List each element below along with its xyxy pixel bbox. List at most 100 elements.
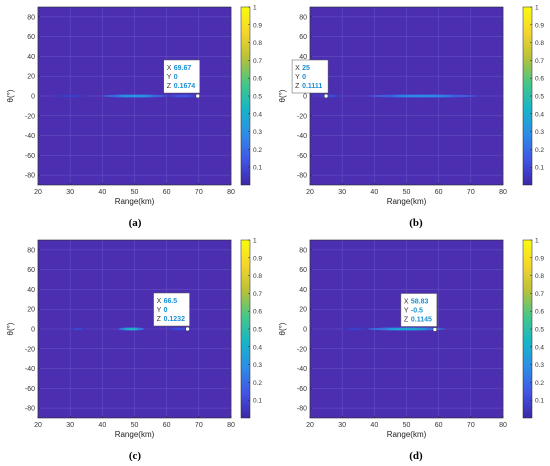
colorbar-tick-label: 0.8 [535,40,544,47]
y-tick-label: -80 [25,173,35,180]
panel-b: 20304050607080806040200-20-40-60-80Range… [278,5,544,230]
datatip-x-value: 69.67 [174,65,192,72]
colorbar-tick-label: 0.6 [535,309,544,316]
colorbar-tick-label: 0.7 [535,58,544,65]
heatmap-band-core [73,328,83,330]
y-tick-label: -80 [297,173,307,180]
datatip-marker [432,327,438,332]
x-tick-label: 30 [66,422,74,429]
colorbar-tick-label: 0.6 [535,76,544,83]
colorbar-tick-label: 0.2 [253,147,262,154]
colorbar-tick-label: 0.2 [535,380,544,387]
datatip-y-value: 0 [302,74,306,81]
colorbar-tick-label: 0.6 [253,76,262,83]
colorbar-tick-label: 0.5 [253,327,262,334]
y-tick-label: -40 [297,366,307,373]
y-tick-label: 0 [31,94,35,101]
colorbar-tick-label: 0.8 [253,273,262,280]
colorbar-tick-label: 0.4 [535,111,544,118]
datatip-y-label: Y [295,74,300,81]
y-tick-label: 60 [27,267,35,274]
y-axis-label: θ(°) [6,89,15,102]
datatip-z-value: 0.1674 [174,83,196,90]
x-tick-label: 20 [306,422,314,429]
y-tick-label: 40 [27,287,35,294]
x-tick-label: 60 [163,189,171,196]
y-tick-label: 0 [303,94,307,101]
y-tick-label: -40 [25,366,35,373]
colorbar-tick-label: 0.3 [535,362,544,369]
colorbar-tick-label: 0.1 [253,165,262,172]
datatip-box [291,59,329,94]
y-tick-label: 0 [31,327,35,334]
datatip-x-label: X [295,65,300,72]
y-tick-label: -20 [25,346,35,353]
y-axis-label: θ(°) [278,89,287,102]
y-tick-label: -60 [297,386,307,393]
x-axis-label: Range(km) [115,430,155,439]
y-tick-label: 60 [27,34,35,41]
y-axis-label: θ(°) [278,322,287,335]
y-tick-label: 40 [299,54,307,61]
datatip-y-label: Y [404,307,409,314]
panel-a: 20 30 40 50 60 70 80 80 60 40 20 0 -20 -40 -60 -80 Range… [6,5,262,230]
heatmap-band-core [116,95,153,97]
x-tick-label: 30 [66,189,74,196]
datatip-z-label: Z [157,316,162,323]
y-axis-label: θ(°) [6,322,15,335]
heatmap-band-core [347,328,363,330]
x-axis-label: Range(km) [387,430,427,439]
heatmap-band-core [172,328,187,330]
colorbar-tick-label: 0.4 [253,111,262,118]
x-tick-label: 80 [227,422,235,429]
datatip-z-label: Z [404,316,409,323]
colorbar-tick-label: 0.1 [535,165,544,172]
datatip-y-label: Y [167,74,172,81]
x-tick-label: 20 [34,422,42,429]
x-tick-label: 20 [306,189,314,196]
panel-d: 20 30 40 50 60 70 80 80 60 40 20 0 -20 -40 -60 -80 Range… [278,238,544,463]
x-tick-label: 30 [338,422,346,429]
y-tick-label: -20 [25,113,35,120]
y-tick-label: -40 [297,133,307,140]
colorbar-tick-label: 1 [253,5,257,12]
x-tick-label: 70 [195,189,203,196]
y-tick-label: -60 [25,153,35,160]
x-tick-label: 70 [195,422,203,429]
y-tick-label: -40 [25,133,35,140]
panel-c: 20 30 40 50 60 70 80 80 60 40 20 0 -20 -40 -60 -80 Range… [6,238,262,463]
colorbar-tick-label: 0.6 [253,309,262,316]
x-tick-label: 50 [403,189,411,196]
heatmap-band-core [61,95,80,97]
datatip-y-label: Y [157,307,162,314]
x-tick-label: 60 [163,422,171,429]
colorbar-tick-label: 0.9 [535,255,544,262]
x-tick-label: 50 [131,189,139,196]
panel-caption: (b) [409,217,423,229]
y-tick-label: -80 [25,406,35,413]
x-tick-label: 50 [131,422,139,429]
panel-caption: (c) [129,450,142,462]
colorbar-tick-label: 0.2 [253,380,262,387]
colorbar-tick-label: 0.7 [253,58,262,65]
y-tick-label: -80 [297,406,307,413]
x-tick-label: 80 [499,422,507,429]
y-tick-label: 80 [27,247,35,254]
colorbar-tick-label: 0.2 [535,147,544,154]
y-tick-label: 20 [27,307,35,314]
y-tick-label: 20 [27,74,35,81]
x-tick-label: 60 [435,189,443,196]
datatip-y-value: 0 [164,307,168,314]
colorbar-tick-label: 0.7 [535,291,544,298]
colorbar-tick-label: 0.9 [253,22,262,29]
heatmap-band-core [124,328,139,330]
colorbar-tick-label: 0.9 [253,255,262,262]
datatip-x-label: X [167,65,172,72]
datatip-marker [185,326,190,332]
colorbar-tick-label: 0.5 [535,327,544,334]
y-tick-label: -60 [297,153,307,160]
y-tick-label: 40 [299,287,307,294]
datatip-x-label: X [404,298,409,305]
colorbar-tick-label: 0.8 [253,40,262,47]
